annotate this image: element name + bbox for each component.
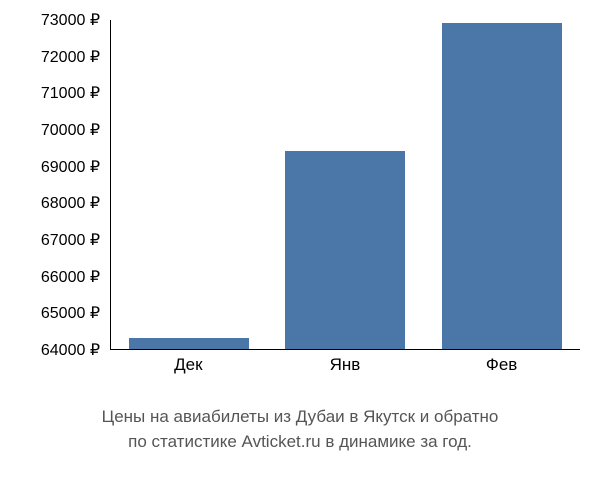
caption-line-1: Цены на авиабилеты из Дубаи в Якутск и о… — [102, 407, 499, 426]
chart-caption: Цены на авиабилеты из Дубаи в Якутск и о… — [0, 405, 600, 454]
x-axis-labels: Дек Янв Фев — [110, 355, 580, 375]
x-tick-label: Янв — [285, 355, 405, 375]
bar — [129, 338, 249, 349]
y-tick-label: 66000 ₽ — [0, 267, 110, 287]
y-tick-label: 65000 ₽ — [0, 303, 110, 323]
y-tick-label: 72000 ₽ — [0, 47, 110, 67]
y-tick-label: 67000 ₽ — [0, 230, 110, 250]
y-axis-ticks: 64000 ₽65000 ₽66000 ₽67000 ₽68000 ₽69000… — [0, 20, 110, 350]
x-tick-label: Дек — [128, 355, 248, 375]
y-tick-label: 64000 ₽ — [0, 340, 110, 360]
bar — [442, 23, 562, 349]
x-tick-label: Фев — [442, 355, 562, 375]
y-tick-label: 73000 ₽ — [0, 10, 110, 30]
plot-area — [110, 20, 580, 350]
caption-line-2: по статистике Avticket.ru в динамике за … — [128, 432, 472, 451]
y-tick-label: 71000 ₽ — [0, 83, 110, 103]
bar — [285, 151, 405, 349]
y-tick-label: 68000 ₽ — [0, 193, 110, 213]
bars-container — [111, 20, 580, 349]
y-tick-label: 69000 ₽ — [0, 157, 110, 177]
price-bar-chart: 64000 ₽ 65000 ₽ 66000 ₽ 67000 ₽ 68000 ₽ 69000… — [0, 0, 600, 500]
y-tick-label: 70000 ₽ — [0, 120, 110, 140]
